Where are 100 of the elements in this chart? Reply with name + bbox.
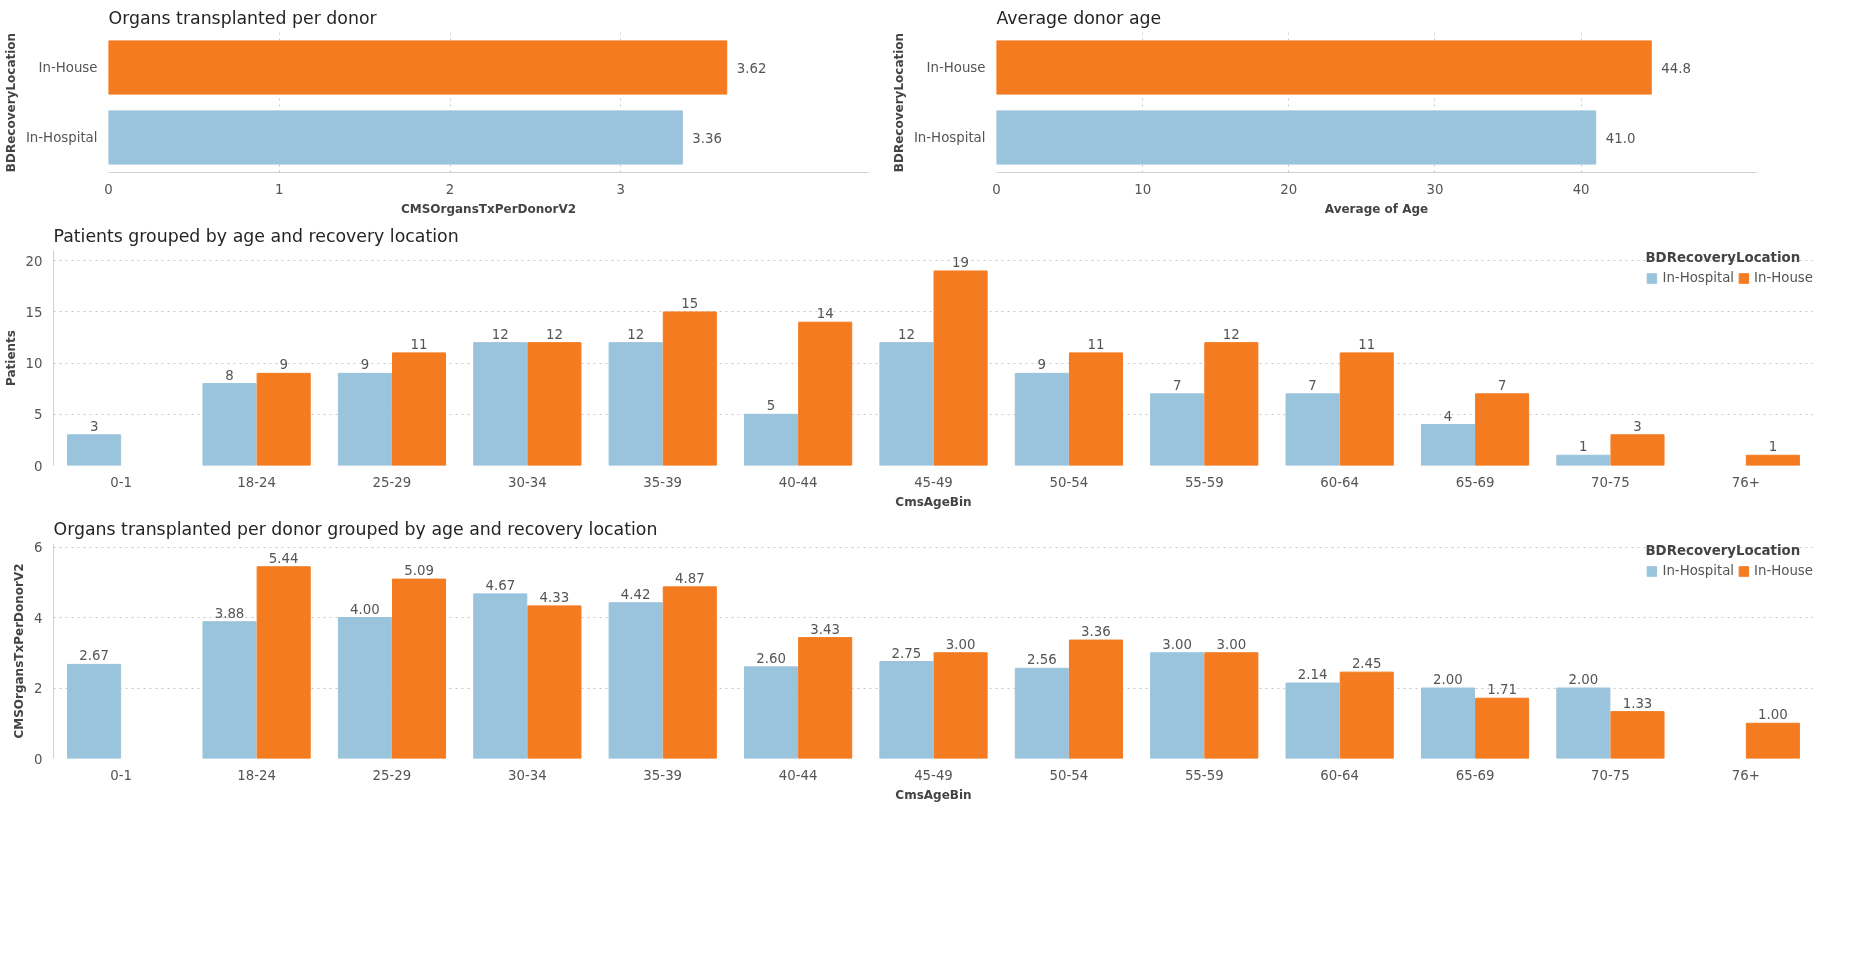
data-label: 3.62	[736, 60, 767, 76]
x-tick-label: 18-24	[237, 474, 276, 490]
chart-title: Patients grouped by age and recovery location	[53, 225, 459, 246]
x-tick-label: 3	[616, 181, 626, 197]
chart-title: Organs transplanted per donor grouped by age and recovery location	[53, 518, 658, 539]
bar	[202, 383, 257, 466]
bar	[1014, 372, 1069, 466]
bar	[256, 566, 311, 759]
bar	[608, 602, 663, 759]
x-tick-label: 55-59	[1184, 474, 1224, 490]
data-label: 11	[1358, 336, 1376, 352]
data-label: 2.67	[79, 648, 109, 664]
bar	[744, 666, 799, 759]
data-label: 3.36	[692, 130, 723, 146]
y-tick-label: In-Hospital	[25, 130, 98, 145]
bar	[1475, 697, 1530, 759]
data-label: 7	[1308, 377, 1317, 393]
data-label: 14	[816, 306, 834, 322]
data-label: 2.60	[756, 650, 786, 666]
bar	[1339, 352, 1394, 466]
bar	[1745, 722, 1800, 759]
y-axis-title: BDRecoveryLocation	[3, 32, 18, 173]
data-label: 11	[1087, 336, 1105, 352]
data-label: 7	[1497, 377, 1507, 393]
bar	[473, 593, 528, 759]
bar	[1285, 682, 1340, 759]
data-label: 3.88	[214, 605, 245, 621]
data-label: 5.09	[404, 563, 434, 579]
x-tick-label: 60-64	[1320, 474, 1360, 490]
data-label: 2.75	[891, 645, 922, 661]
bar	[1339, 671, 1394, 759]
legend-label: In-House	[1754, 563, 1813, 578]
bar	[527, 342, 582, 466]
bar	[527, 605, 582, 759]
x-tick-label: 70-75	[1591, 767, 1630, 783]
data-label: 1	[1768, 439, 1778, 455]
bar	[1475, 393, 1530, 466]
y-tick-label: 0	[34, 751, 43, 767]
data-label: 12	[491, 326, 509, 342]
x-tick-label: 45-49	[914, 474, 953, 490]
bar	[256, 372, 311, 466]
bar	[1610, 434, 1665, 466]
y-axis-title: Patients	[3, 330, 18, 386]
data-label: 7	[1172, 377, 1182, 393]
x-tick-label: 20	[1280, 181, 1298, 197]
x-tick-label: 35-39	[643, 767, 683, 783]
bar	[1420, 687, 1475, 759]
data-label: 5.44	[268, 550, 299, 566]
bar	[1610, 711, 1665, 759]
x-tick-label: 25-29	[372, 474, 412, 490]
legend-label: In-House	[1754, 270, 1813, 285]
bar	[933, 270, 988, 466]
data-label: 2.00	[1433, 672, 1463, 688]
bar	[1014, 667, 1069, 759]
data-label: 3	[1633, 418, 1642, 434]
bar	[608, 342, 663, 466]
y-axis-title: BDRecoveryLocation	[891, 32, 906, 173]
x-tick-label: 50-54	[1049, 474, 1089, 490]
data-label: 1.00	[1758, 707, 1788, 723]
bar	[798, 321, 853, 466]
y-tick-label: In-House	[38, 60, 98, 75]
data-label: 2.56	[1026, 652, 1057, 668]
data-label: 19	[952, 254, 970, 270]
data-label: 3	[89, 418, 99, 434]
bar	[662, 311, 717, 466]
y-tick-label: 5	[34, 407, 43, 423]
data-label: 1.33	[1622, 695, 1653, 711]
bar	[933, 652, 988, 759]
x-axis-title: CMSOrgansTxPerDonorV2	[400, 201, 577, 216]
data-label: 11	[410, 336, 428, 352]
y-tick-label: 15	[25, 304, 43, 320]
bar	[1745, 454, 1800, 466]
bar	[1150, 393, 1205, 466]
x-tick-label: 10	[1134, 181, 1152, 197]
x-tick-label: 65-69	[1455, 474, 1495, 490]
legend-title: BDRecoveryLocation	[1645, 543, 1802, 558]
bar	[67, 434, 122, 466]
x-tick-label: 76+	[1731, 474, 1760, 490]
x-tick-label: 76+	[1731, 767, 1760, 783]
bar	[1204, 342, 1259, 466]
bar	[337, 372, 392, 466]
x-tick-label: 18-24	[237, 767, 276, 783]
data-label: 44.8	[1661, 60, 1691, 76]
data-label: 4.42	[620, 586, 651, 602]
y-tick-label: 20	[25, 253, 43, 269]
x-tick-label: 65-69	[1455, 767, 1495, 783]
x-tick-label: 40-44	[778, 767, 818, 783]
data-label: 1	[1579, 439, 1588, 455]
data-label: 12	[627, 326, 645, 342]
bar	[1204, 652, 1259, 759]
bar	[1150, 652, 1205, 759]
legend-title: BDRecoveryLocation	[1645, 250, 1802, 265]
data-label: 41.0	[1605, 130, 1636, 146]
x-axis-title: Average of Age	[1324, 201, 1429, 216]
bar	[1556, 687, 1611, 759]
data-label: 9	[279, 357, 288, 373]
data-label: 8	[225, 367, 234, 383]
legend-label: In-Hospital	[1662, 270, 1735, 285]
x-tick-label: 1	[275, 181, 284, 197]
bar	[392, 578, 447, 759]
